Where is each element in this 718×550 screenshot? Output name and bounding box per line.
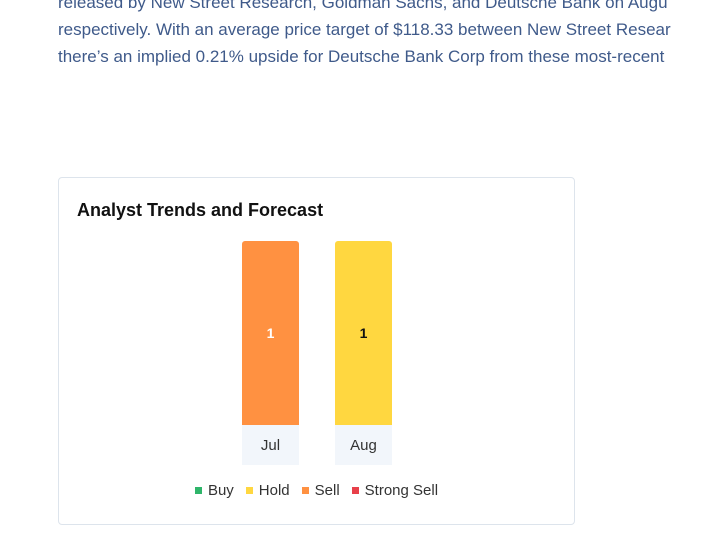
legend-label: Hold bbox=[258, 482, 290, 499]
legend-label: Buy bbox=[207, 482, 234, 499]
article-line: released by New Street Research, Goldman… bbox=[58, 0, 668, 12]
article-line: there’s an implied 0.21% upside for Deut… bbox=[58, 47, 665, 66]
article-line: respectively. With an average price targ… bbox=[58, 20, 671, 39]
bar-sell-jul[interactable]: 1 bbox=[242, 241, 299, 425]
bar-hold-aug[interactable]: 1 bbox=[335, 241, 392, 425]
chart-title: Analyst Trends and Forecast bbox=[77, 200, 324, 220]
legend-item-strong-sell[interactable]: Strong Sell bbox=[351, 482, 439, 499]
bar-column-aug: 1 Aug bbox=[335, 241, 392, 466]
legend-swatch bbox=[245, 487, 253, 494]
legend-item-hold[interactable]: Hold bbox=[245, 482, 290, 499]
chart-plot-area: 1 Jul 1 Aug bbox=[59, 241, 574, 466]
x-tick-label: Jul bbox=[242, 425, 299, 465]
legend-item-sell[interactable]: Sell bbox=[301, 482, 340, 499]
legend-swatch bbox=[351, 487, 359, 494]
data-label: 1 bbox=[359, 325, 368, 341]
analyst-trends-card: Analyst Trends and Forecast 1 Jul 1 Aug Buy… bbox=[58, 177, 575, 525]
legend-item-buy[interactable]: Buy bbox=[194, 482, 234, 499]
data-label: 1 bbox=[266, 325, 275, 341]
x-tick-label: Aug bbox=[335, 425, 392, 465]
chart-legend: Buy Hold Sell Strong Sell bbox=[59, 482, 574, 499]
legend-label: Strong Sell bbox=[364, 482, 439, 499]
article-text: released by New Street Research, Goldman… bbox=[58, 0, 718, 70]
legend-label: Sell bbox=[314, 482, 340, 499]
bar-column-jul: 1 Jul bbox=[242, 241, 299, 466]
legend-swatch bbox=[194, 487, 202, 494]
legend-swatch bbox=[301, 487, 309, 494]
